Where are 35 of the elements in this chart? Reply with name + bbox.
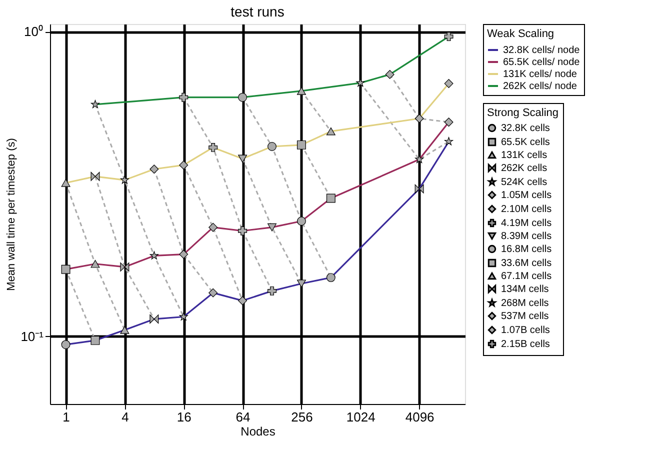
legend-label: 67.1M cells xyxy=(501,271,552,282)
x-tick-label: 4 xyxy=(122,410,129,424)
x-tick-label: 256 xyxy=(291,410,313,424)
legend-label: 65.5K cells/ node xyxy=(503,57,580,68)
legend-label: 131K cells xyxy=(501,150,548,161)
legend-label: 16.8M cells xyxy=(501,244,552,255)
legend-label: 4.19M cells xyxy=(501,218,552,229)
legend-label: 32.8K cells xyxy=(501,123,550,134)
legend-label: 2.15B cells xyxy=(501,339,550,350)
x-tick-label: 1 xyxy=(62,410,70,424)
text: Weak Scaling xyxy=(487,28,554,40)
legend-label: 262K cells/ node xyxy=(503,81,578,92)
legend-label: 33.6M cells xyxy=(501,258,552,269)
x-tick-label: 16 xyxy=(176,410,192,424)
chart-title: test runs xyxy=(230,4,284,20)
legend-label: 134M cells xyxy=(501,284,549,295)
x-tick-label: 64 xyxy=(236,410,250,424)
legend-label: 1.05M cells xyxy=(501,190,552,201)
x-tick-label: 1024 xyxy=(346,410,376,424)
y-axis-title: Mean wall time per timestep (s) xyxy=(6,138,18,291)
legend-label: 8.39M cells xyxy=(501,231,552,242)
legend-label: 65.5K cells xyxy=(501,137,550,148)
legend-label: 2.10M cells xyxy=(501,204,552,215)
legend-label: 524K cells xyxy=(501,177,548,188)
text: Strong Scaling xyxy=(487,107,559,119)
legend-label: 268M cells xyxy=(501,298,549,309)
y-tick-label: 10⁻¹ xyxy=(20,328,44,344)
legend-label: 32.8K cells/ node xyxy=(503,45,580,56)
legend-label: 537M cells xyxy=(501,311,549,322)
y-tick-label: 10⁰ xyxy=(24,24,44,40)
x-axis-title: Nodes xyxy=(240,424,276,438)
legend-label: 131K cells/ node xyxy=(503,69,578,80)
legend-label: 1.07B cells xyxy=(501,325,550,336)
legend-label: 262K cells xyxy=(501,163,548,174)
x-tick-label: 4096 xyxy=(405,410,434,424)
